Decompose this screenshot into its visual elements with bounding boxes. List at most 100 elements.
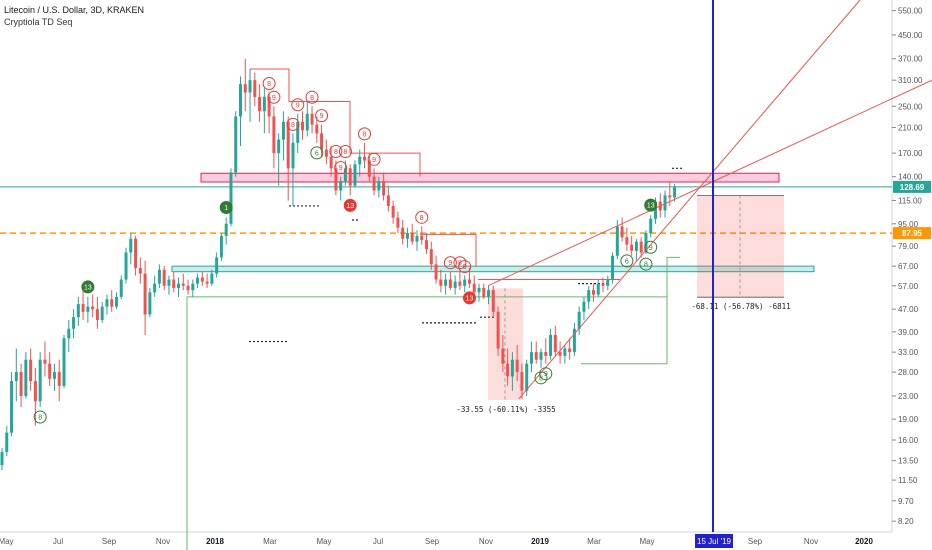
td-seq-marker (620, 254, 634, 268)
candle-body (673, 186, 677, 198)
candle-body (33, 381, 37, 402)
candle-body (520, 372, 524, 391)
resistance-zone (200, 172, 780, 183)
candle-body (558, 352, 562, 356)
candle-body (153, 283, 157, 293)
candle-body (29, 359, 33, 382)
candle-body (186, 285, 190, 291)
candle-body (248, 80, 252, 93)
td-seq-number: 8 (38, 414, 42, 421)
candle-body (367, 160, 371, 177)
x-tick-label: Sep (748, 537, 763, 546)
candle-body (253, 80, 257, 97)
candle-body (496, 311, 500, 349)
x-tick-label: Mar (263, 537, 277, 546)
candle-body (644, 233, 648, 253)
y-tick-label: 450.00 (898, 31, 923, 40)
y-tick-label: 23.00 (898, 392, 919, 401)
candle-body (10, 381, 14, 433)
vertical-marker-badge (695, 534, 733, 548)
y-tick-label: 170.00 (898, 149, 923, 158)
candle-body (24, 359, 28, 396)
candle-body (429, 249, 433, 265)
td-seq-marker (267, 90, 281, 104)
td-seq-number: 9 (320, 113, 324, 120)
candle-body (611, 255, 615, 280)
td-seq-number: 8 (539, 375, 543, 382)
x-tick-label: 2018 (206, 537, 224, 546)
candle-body (320, 133, 324, 150)
candle-body (172, 279, 176, 288)
td-seq-marker (644, 240, 658, 254)
x-tick-label: May (316, 537, 331, 546)
candle-body (191, 283, 195, 291)
td-seq-number: 9 (372, 157, 376, 164)
x-tick-label: Nov (479, 537, 493, 546)
td-seq-marker (534, 371, 548, 385)
candle-body (453, 281, 457, 288)
candle-body (239, 84, 242, 117)
candle-body (210, 273, 214, 284)
y-tick-label: 16.00 (898, 436, 919, 445)
td-seq-number: 9 (649, 245, 653, 252)
td-seq-marker (338, 144, 352, 158)
candle-body (200, 277, 204, 282)
td-seq-marker (639, 257, 653, 271)
candle-body (572, 328, 576, 353)
candle-body (215, 257, 219, 274)
x-tick-label: Jul (373, 537, 383, 546)
candle-body (38, 359, 42, 402)
td-seq-number: 13 (647, 203, 655, 210)
td-seq-marker (462, 291, 476, 305)
candle-body (0, 451, 4, 466)
candle-body (315, 124, 319, 134)
td-seq-marker (644, 198, 658, 212)
y-tick-label: 28.00 (898, 368, 919, 377)
x-tick-label: 2020 (855, 537, 873, 546)
td-seq-marker (81, 280, 95, 294)
td-seq-marker (219, 201, 233, 215)
candle-body (649, 218, 653, 234)
candle-body (448, 279, 452, 288)
upper-trendline (487, 79, 932, 287)
candle-body (425, 240, 429, 250)
candle-body (506, 363, 510, 377)
y-tick-label: 115.00 (898, 197, 922, 206)
candle-body (372, 176, 376, 191)
candle-body (339, 181, 343, 191)
candle-body (234, 116, 238, 173)
candle-body (205, 281, 209, 284)
candle-body (377, 181, 381, 191)
td-seq-number: 9 (296, 102, 300, 109)
x-tick-label: 15 Jul '19 (697, 537, 732, 546)
td-seq-number: 9 (339, 165, 343, 172)
y-tick-label: 47.00 (898, 305, 919, 314)
candle-body (105, 299, 109, 307)
candle-body (286, 121, 290, 169)
candle-body (634, 241, 638, 251)
y-tick-label: 140.00 (898, 173, 923, 182)
candle-body (81, 304, 85, 312)
candle-body (620, 226, 624, 238)
candle-body (48, 363, 52, 379)
candle-body (382, 181, 386, 196)
candle-body (43, 359, 47, 364)
candle-body (606, 279, 610, 286)
candle-body (439, 279, 443, 286)
candle-body (477, 287, 481, 293)
candle-body (487, 290, 491, 297)
candle-body (515, 359, 519, 373)
td-seq-number: 8 (644, 262, 648, 269)
candle-body (196, 277, 200, 284)
candle-body (549, 334, 553, 356)
candle-body (563, 348, 567, 356)
candle-body (525, 363, 529, 391)
y-tick-label: 67.00 (898, 262, 919, 271)
candle-body (568, 348, 572, 353)
lower-trendline (518, 0, 861, 399)
candle-body (291, 142, 295, 169)
candle-body (110, 299, 114, 307)
measure-box-2-label: -68.11 (-56.78%) -6811 (691, 302, 790, 311)
